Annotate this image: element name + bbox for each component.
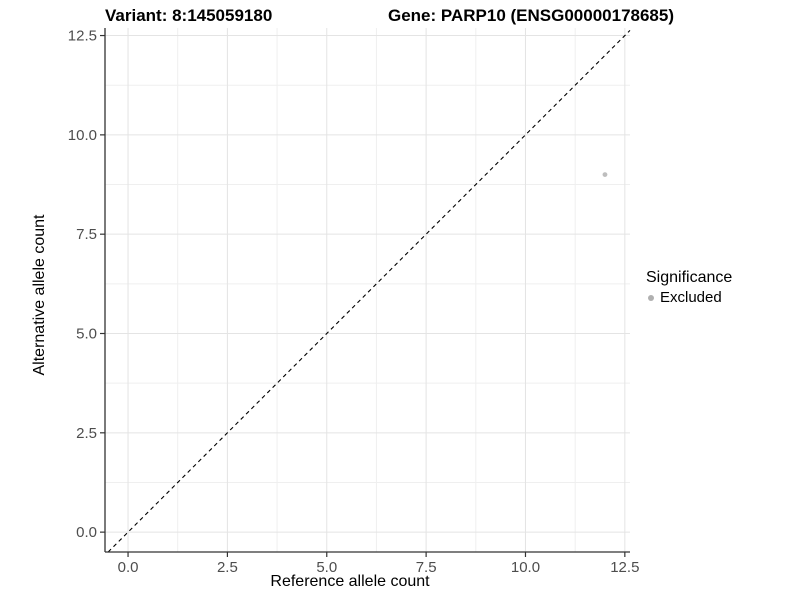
y-tick-label: 10.0 (68, 127, 97, 144)
excluded-point-icon (648, 295, 654, 301)
x-tick-label: 12.5 (610, 559, 639, 576)
legend-item-excluded: Excluded (646, 289, 732, 307)
tick-labels: 0.0 2.5 5.0 7.5 10.0 12.5 0.0 2.5 5.0 7.5 10.0 12.5 (68, 28, 640, 576)
axis-ticks (100, 34, 626, 557)
legend: Significance Excluded (646, 268, 732, 307)
y-axis-title: Alternative allele count (31, 214, 48, 376)
x-tick-label: 10.0 (511, 559, 540, 576)
legend-item-label: Excluded (660, 289, 722, 306)
y-tick-label: 7.5 (76, 226, 97, 243)
variant-title: Variant: 8:145059180 (105, 6, 273, 25)
data-point (602, 172, 608, 177)
y-tick-label: 5.0 (76, 326, 97, 343)
y-tick-label: 0.0 (76, 524, 97, 541)
identity-line-group (107, 29, 631, 553)
major-gridlines (105, 28, 630, 552)
x-tick-label: 7.5 (416, 559, 437, 576)
minor-gridlines (105, 28, 630, 552)
axis-lines (104, 28, 630, 553)
x-tick-label: 0.0 (118, 559, 139, 576)
identity-line (107, 29, 631, 553)
legend-title: Significance (646, 269, 733, 286)
y-tick-label: 12.5 (68, 28, 97, 45)
y-tick-label: 2.5 (76, 425, 97, 442)
x-axis-title: Reference allele count (270, 573, 430, 590)
data-points (602, 172, 608, 177)
x-tick-label: 2.5 (217, 559, 238, 576)
gene-title: Gene: PARP10 (ENSG00000178685) (388, 6, 675, 25)
x-tick-label: 5.0 (316, 559, 337, 576)
